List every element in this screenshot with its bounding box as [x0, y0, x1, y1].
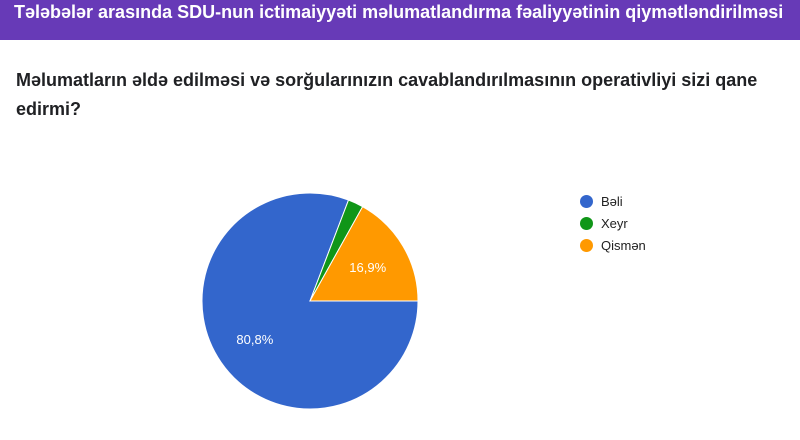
- legend: Bəli Xeyr Qismən: [580, 190, 646, 256]
- form-title-bar: Tələbələr arasında SDU-nun ictimaiyyəti …: [0, 0, 800, 40]
- form-title: Tələbələr arasında SDU-nun ictimaiyyəti …: [14, 2, 784, 22]
- legend-label: Qismən: [601, 237, 646, 253]
- legend-label: Xeyr: [601, 215, 628, 231]
- pie-slice-2: [309, 206, 419, 302]
- slice-label-0: 80,8%: [236, 332, 273, 347]
- slice-label-2: 16,9%: [349, 260, 386, 275]
- legend-item-beli: Bəli: [580, 190, 646, 212]
- question-title: Məlumatların əldə edilməsi və sorğuların…: [16, 70, 758, 119]
- legend-item-xeyr: Xeyr: [580, 212, 646, 234]
- legend-swatch: [580, 238, 593, 252]
- legend-swatch: [580, 194, 593, 208]
- legend-label: Bəli: [601, 193, 623, 209]
- legend-item-qismen: Qismən: [580, 234, 646, 256]
- legend-swatch: [580, 216, 593, 230]
